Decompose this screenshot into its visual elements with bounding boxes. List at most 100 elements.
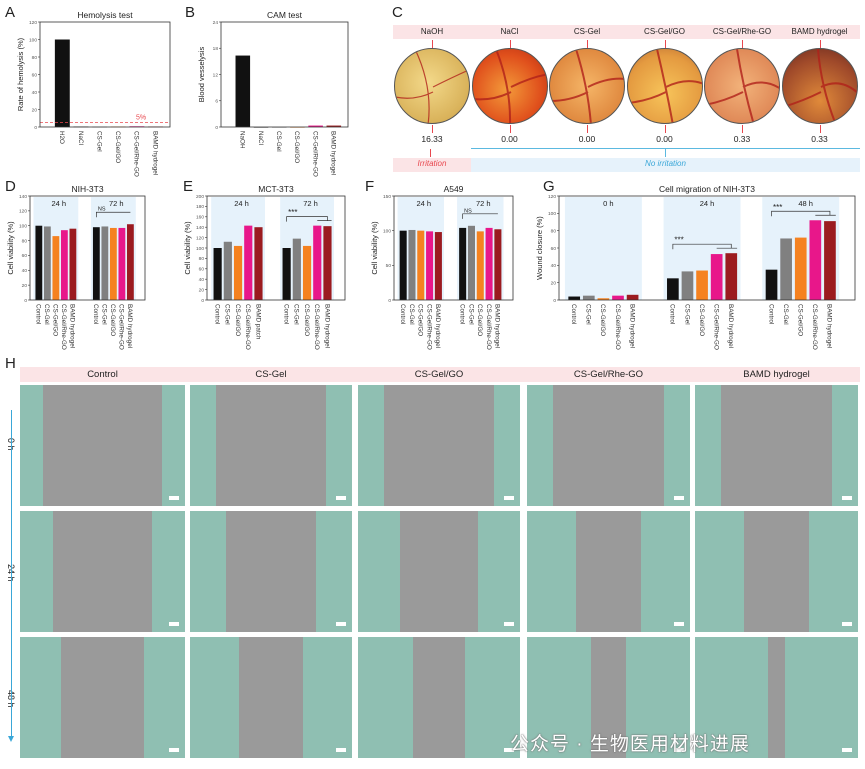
- bar: [292, 238, 301, 300]
- wound-scratch-image: [190, 511, 352, 632]
- scale-bar: [674, 622, 684, 626]
- bar: [426, 231, 434, 300]
- plot-frame: [393, 195, 514, 301]
- x-tick-label: CS-Gel/Rhe-GO: [712, 304, 719, 350]
- panel-letter-h: H: [5, 355, 16, 372]
- group-label: 24 h: [51, 199, 66, 208]
- bar: [60, 230, 68, 300]
- down-arrow-icon: [509, 40, 511, 48]
- x-tick-label: CS-Gel/Rhe-GO: [485, 304, 492, 350]
- x-tick-label: CS-Gel/Rhe-GO: [244, 304, 251, 350]
- significance-bracket: [96, 211, 131, 218]
- chart-title: CAM test: [267, 10, 303, 20]
- wound-gap: [226, 511, 316, 632]
- bar: [254, 227, 263, 300]
- x-tick-label: CS-Gel/Rhe-GO: [60, 304, 67, 350]
- cam-group-label: CS-Gel/Rhe-GO: [712, 27, 772, 36]
- significance-label: NS: [464, 208, 472, 214]
- x-tick-label: CS-Gel/GO: [417, 304, 424, 336]
- y-tick-label: 180: [196, 204, 204, 210]
- wound-gap: [238, 637, 304, 758]
- scale-bar: [504, 496, 514, 500]
- wound-scratch-image: [695, 385, 858, 506]
- cam-group-label: BAMD hydrogel: [791, 27, 848, 36]
- x-tick-label: CS-Gel: [467, 304, 474, 325]
- bar: [69, 228, 77, 300]
- y-tick-label: 60: [32, 72, 38, 78]
- bar: [494, 229, 502, 300]
- y-tick-label: 120: [548, 194, 556, 200]
- down-arrow-icon: [509, 125, 511, 133]
- x-tick-label: H2O: [58, 131, 65, 144]
- bar: [725, 253, 738, 300]
- y-tick-label: 120: [196, 235, 204, 241]
- down-arrow-icon: [432, 125, 433, 133]
- panel-letter-c: C: [392, 4, 403, 21]
- x-tick-label: CS-Gel: [101, 304, 108, 325]
- migration-column-label: CS-Gel: [255, 369, 287, 380]
- down-arrow-icon: [819, 125, 821, 133]
- y-tick-label: 60: [22, 253, 28, 259]
- x-tick-label: BAMD patch: [254, 304, 261, 340]
- blood-vessel-pattern: [395, 49, 469, 123]
- wound-scratch-image: [695, 637, 858, 758]
- no-irritation-bracket: [471, 148, 860, 149]
- bar: [223, 241, 232, 300]
- x-tick-label: CS-Gel/GO: [599, 304, 606, 336]
- y-axis-label: Cell viability (%): [6, 221, 15, 275]
- y-tick-label: 40: [32, 90, 38, 96]
- x-tick-label: BAMD hydrogel: [434, 304, 441, 348]
- no-irritation-band: [471, 158, 860, 172]
- chart-title: A549: [444, 184, 464, 194]
- y-tick-label: 20: [551, 280, 557, 286]
- panel-letter-g: G: [543, 178, 555, 195]
- bar: [235, 55, 251, 127]
- bar: [681, 271, 694, 300]
- group-label: 72 h: [109, 199, 124, 208]
- significance-bracket: [672, 243, 738, 250]
- x-tick-label: CS-Gel/Rhe-GO: [425, 304, 432, 350]
- x-tick-label: BAMD hydrogel: [826, 304, 833, 348]
- y-tick-label: 80: [32, 55, 38, 61]
- bar: [326, 125, 342, 127]
- panel-letter-f: F: [365, 178, 375, 195]
- wound-scratch-image: [527, 511, 690, 632]
- cam-score: 0.00: [656, 134, 673, 144]
- group-label: 48 h: [798, 199, 813, 208]
- bar: [794, 237, 807, 300]
- x-tick-label: CS-Gel/Rhe-GO: [133, 131, 140, 177]
- panel-letter-a: A: [5, 4, 16, 21]
- x-tick-label: CS-Gel: [95, 131, 102, 152]
- y-tick-label: 80: [199, 256, 205, 262]
- x-tick-label: Control: [35, 304, 42, 324]
- cam-photo: [394, 48, 470, 124]
- y-axis-label: Cell viability (%): [183, 221, 192, 275]
- x-tick-label: CS-Gel: [224, 304, 231, 325]
- y-tick-label: 20: [22, 283, 28, 289]
- y-tick-label: 60: [199, 267, 205, 273]
- group-band: [564, 197, 642, 300]
- x-tick-label: BAMD hydrogel: [126, 304, 133, 348]
- scale-bar: [842, 496, 852, 500]
- scale-bar: [169, 496, 179, 500]
- x-tick-label: Control: [213, 304, 220, 324]
- wound-gap: [53, 511, 152, 632]
- chart-title: Hemolysis test: [77, 10, 133, 20]
- y-tick-label: 100: [548, 211, 556, 217]
- scale-bar: [336, 748, 346, 752]
- significance-bracket: [462, 213, 498, 219]
- wound-gap: [400, 511, 478, 632]
- y-tick-label: 80: [551, 228, 557, 234]
- bar: [118, 227, 126, 300]
- x-tick-label: BAMD hydrogel: [628, 304, 635, 348]
- panel-letter-b: B: [185, 4, 196, 21]
- x-tick-label: BAMD hydrogel: [494, 304, 501, 348]
- scale-bar: [842, 622, 852, 626]
- x-tick-label: BAMD hydrogel: [69, 304, 76, 348]
- cam-score: 16.33: [421, 134, 443, 144]
- cam-score: 0.00: [578, 134, 596, 144]
- x-tick-label: CS-Gel/Rhe-GO: [811, 304, 818, 350]
- x-tick-label: NaCl: [77, 131, 84, 145]
- cam-photo: [626, 48, 703, 124]
- migration-column-label: BAMD hydrogel: [743, 369, 810, 380]
